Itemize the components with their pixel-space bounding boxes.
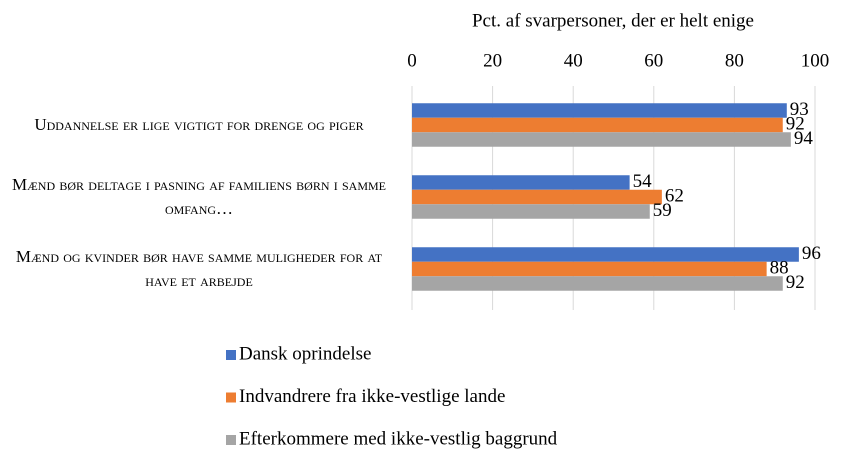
bar	[412, 132, 791, 147]
value-label: 88	[770, 257, 789, 278]
legend-swatch	[226, 350, 236, 360]
value-label: 96	[802, 243, 821, 264]
bar	[412, 189, 662, 205]
bar	[412, 276, 783, 291]
x-tick-label: 20	[483, 50, 502, 71]
legend-swatch	[226, 392, 236, 403]
x-tick-label: 100	[801, 50, 830, 71]
category-label: Mænd og kvinder bør have samme mulighede…	[15, 247, 383, 290]
value-label: 94	[794, 128, 814, 149]
bar	[412, 204, 650, 219]
value-label: 92	[786, 113, 805, 134]
bar	[412, 117, 783, 133]
x-tick-label: 40	[564, 50, 583, 71]
bar	[412, 175, 630, 190]
bar	[412, 261, 767, 277]
axis-title: Pct. af svarpersoner, der er helt enige	[472, 10, 754, 31]
value-label: 54	[633, 171, 653, 192]
value-label: 93	[790, 99, 809, 120]
legend-label: Efterkommere med ikke-vestlig baggrund	[239, 428, 558, 449]
legend-swatch	[226, 435, 236, 445]
value-label: 92	[786, 272, 805, 293]
value-label: 59	[653, 200, 672, 221]
bar	[412, 247, 799, 262]
category-label: Uddannelse er lige vigtigt for drenge og…	[34, 115, 364, 134]
x-tick-label: 60	[644, 50, 663, 71]
x-tick-label: 0	[407, 50, 417, 71]
value-label: 62	[665, 185, 684, 206]
legend-label: Indvandrere fra ikke-vestlige lande	[239, 386, 505, 407]
category-label: Mænd bør deltage i pasning af familiens …	[12, 175, 386, 218]
bar	[412, 103, 787, 118]
x-tick-label: 80	[725, 50, 744, 71]
legend-label: Dansk oprindelse	[239, 343, 371, 364]
